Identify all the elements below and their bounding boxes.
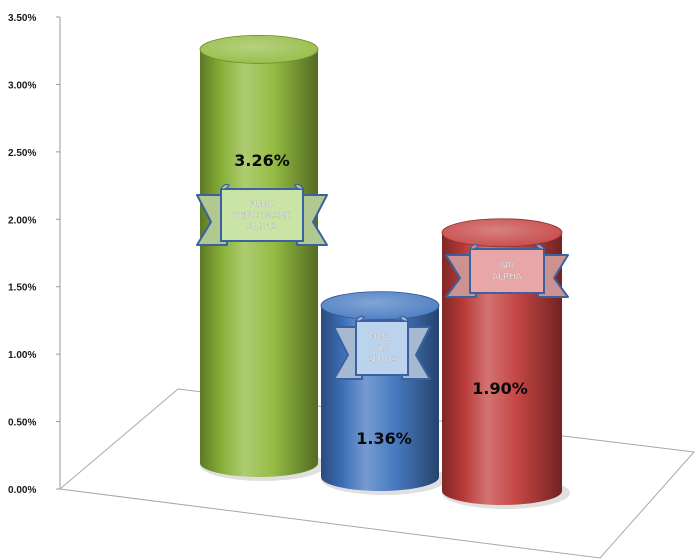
value-label: 1.90% — [472, 379, 528, 398]
banner-panel — [355, 320, 409, 376]
bar-top — [441, 218, 563, 248]
banner-text-line: SRI — [500, 262, 515, 272]
y-tick-label: 3.00% — [8, 80, 36, 91]
banner-curl-right — [399, 315, 409, 322]
banner-text-line: ALPHA — [492, 273, 522, 283]
y-tick-label: 0.50% — [8, 418, 36, 429]
bars-layer — [199, 34, 570, 509]
banner-panel — [469, 248, 545, 294]
value-label: 3.26% — [234, 151, 290, 170]
y-tick-label: 3.50% — [8, 13, 36, 24]
axis-layer: 0.00% 0.50% 1.00% 1.50% 2.00% 2.50% 3.00% 3.50% — [8, 13, 61, 496]
banner-curl-right — [535, 243, 545, 250]
bar-body — [200, 49, 318, 477]
y-tick-label: 0.00% — [8, 485, 36, 496]
bar-top — [320, 291, 440, 320]
value-label: 1.36% — [356, 429, 412, 448]
banner-curl-left — [355, 315, 365, 322]
bar-3 — [441, 218, 570, 509]
banner-text-line: BENCHMARK — [233, 211, 292, 221]
banner-text-line: SRI — [375, 344, 390, 354]
banner-text-line: FUND — [369, 333, 394, 343]
banner-text-line: ALPHA — [367, 355, 397, 365]
banner-curl-left — [469, 243, 479, 250]
y-tick-label: 1.50% — [8, 283, 36, 294]
banner-curl-left — [220, 183, 230, 190]
bar-body — [442, 232, 562, 505]
bar-1 — [199, 34, 326, 481]
y-tick-label: 1.00% — [8, 350, 36, 361]
banner-text-line: ALPHA — [247, 222, 277, 232]
banner-text-line: FUND — [249, 200, 274, 210]
y-tick-label: 2.50% — [8, 148, 36, 159]
banner-curl-right — [294, 183, 304, 190]
bar-top — [199, 34, 319, 64]
y-tick-label: 2.00% — [8, 215, 36, 226]
banner-panel — [220, 188, 304, 242]
labels-layer: FUNDBENCHMARKALPHAFUNDSRIALPHASRIALPHA3.… — [196, 151, 569, 448]
